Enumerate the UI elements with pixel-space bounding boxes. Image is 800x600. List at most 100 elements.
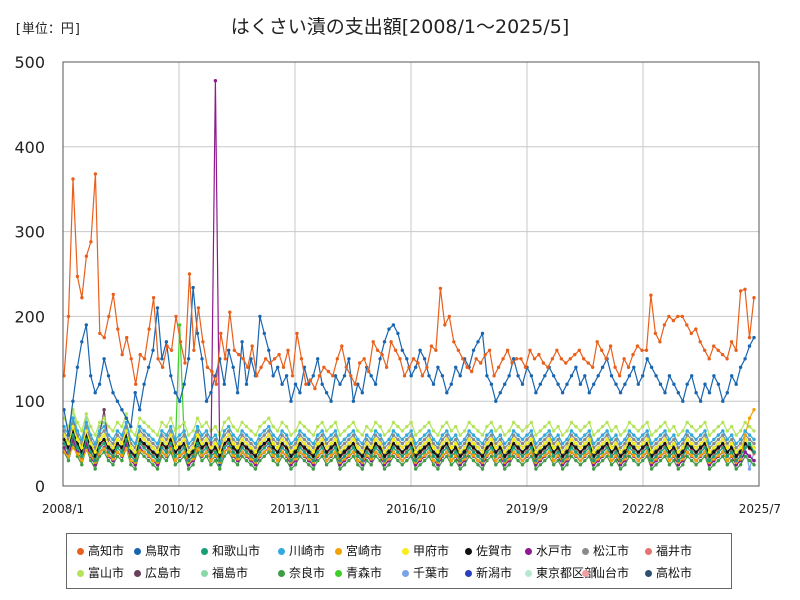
legend-item: 和歌山市 <box>201 542 260 559</box>
data-point <box>703 437 707 442</box>
data-point <box>734 467 738 471</box>
data-point <box>281 365 286 369</box>
legend-label: 甲府市 <box>413 544 450 558</box>
data-point <box>694 446 698 450</box>
data-point <box>329 437 333 442</box>
legend-label: 奈良市 <box>289 566 326 580</box>
data-point <box>605 450 609 454</box>
data-point <box>690 437 694 442</box>
data-point <box>436 433 440 437</box>
data-point <box>694 454 698 458</box>
data-point <box>369 437 373 442</box>
data-point <box>222 382 226 386</box>
data-point <box>308 378 313 382</box>
data-point <box>223 357 227 361</box>
data-point <box>164 450 169 454</box>
data-point <box>538 450 542 454</box>
data-point <box>445 420 449 425</box>
data-point <box>505 348 510 352</box>
data-point <box>393 348 398 352</box>
data-point <box>494 454 498 458</box>
data-point <box>480 446 485 450</box>
data-point <box>142 429 146 433</box>
data-point <box>583 441 587 446</box>
data-point <box>382 433 387 437</box>
data-point <box>511 433 516 437</box>
data-point <box>298 437 302 442</box>
data-point <box>169 441 173 446</box>
series-高知市 <box>62 172 756 391</box>
data-point <box>694 441 698 446</box>
data-point <box>443 323 447 327</box>
data-point <box>138 424 142 429</box>
data-point <box>574 450 578 454</box>
data-point <box>494 450 498 454</box>
data-point <box>378 441 382 446</box>
data-point <box>102 416 106 420</box>
data-point <box>262 429 266 433</box>
data-point <box>556 382 560 386</box>
legend-item: 川崎市 <box>278 542 325 559</box>
legend-marker <box>77 570 84 577</box>
data-point <box>396 446 400 450</box>
data-point <box>375 348 380 352</box>
data-point <box>498 433 502 437</box>
data-point <box>596 463 600 467</box>
data-point <box>747 344 752 348</box>
data-point <box>503 441 507 446</box>
data-point <box>471 437 476 442</box>
data-point <box>721 429 725 433</box>
data-point <box>338 433 342 437</box>
data-point <box>280 382 284 386</box>
data-point <box>373 437 378 442</box>
data-point <box>645 429 649 433</box>
data-point <box>600 437 605 442</box>
data-point <box>320 433 324 437</box>
data-point <box>398 357 402 361</box>
data-point <box>231 424 235 429</box>
data-point <box>93 172 98 176</box>
data-point <box>227 416 231 420</box>
data-point <box>743 454 747 458</box>
data-point <box>66 433 71 437</box>
data-point <box>356 458 360 463</box>
x-tick-label: 2010/12 <box>154 502 204 516</box>
data-point <box>396 458 400 463</box>
data-point <box>213 437 218 442</box>
data-point <box>80 429 84 433</box>
data-point <box>743 420 747 425</box>
data-point <box>725 357 729 361</box>
data-point <box>529 374 534 378</box>
data-point <box>698 399 703 403</box>
legend-label: 青森市 <box>346 566 383 580</box>
data-point <box>302 424 307 429</box>
data-point <box>338 458 342 463</box>
data-point <box>93 467 97 471</box>
data-point <box>480 450 485 454</box>
legend-marker <box>645 570 652 577</box>
data-point <box>462 450 467 454</box>
data-point <box>235 454 240 458</box>
data-point <box>293 450 298 454</box>
data-point <box>507 437 511 442</box>
legend-label: 松江市 <box>593 544 630 558</box>
data-point <box>253 454 258 458</box>
data-point <box>605 420 609 425</box>
data-point <box>396 450 400 454</box>
data-point <box>111 454 115 458</box>
data-point <box>271 433 275 437</box>
data-point <box>600 453 605 458</box>
data-point <box>187 272 192 276</box>
data-point <box>636 382 640 386</box>
data-point <box>725 437 729 442</box>
data-point <box>485 446 489 450</box>
data-point <box>609 454 614 458</box>
data-point <box>510 361 514 365</box>
data-point <box>427 450 431 454</box>
data-point <box>627 454 632 458</box>
data-point <box>662 323 667 327</box>
data-point <box>752 441 756 446</box>
data-point <box>347 433 351 437</box>
data-point <box>267 441 271 446</box>
data-point <box>125 335 129 340</box>
